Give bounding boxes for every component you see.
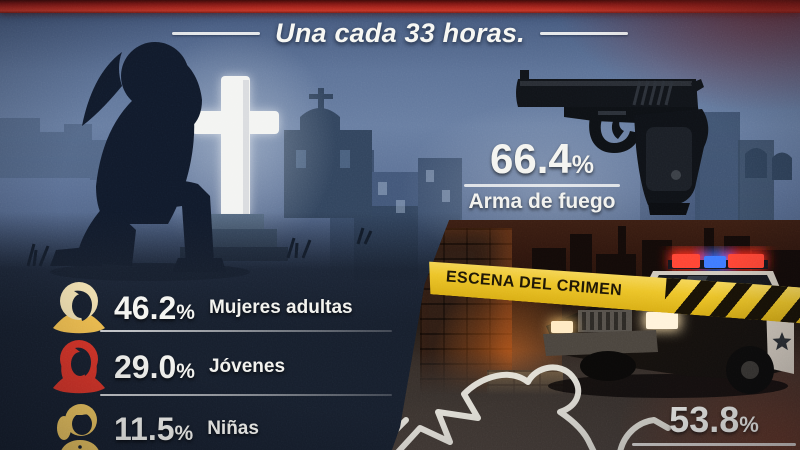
percent-sign: % xyxy=(571,151,594,179)
victim-value: 11.5% xyxy=(114,410,194,447)
firearm-value: 66.4% xyxy=(490,135,594,182)
firearm-stat: 66.4% Arma de fuego xyxy=(460,138,624,214)
victim-label: Mujeres adultas xyxy=(208,297,353,318)
red-banner xyxy=(0,0,800,13)
percent-sign: % xyxy=(739,412,759,437)
crime-scene-underline xyxy=(632,443,796,446)
adult-woman-icon xyxy=(53,282,105,334)
crime-scene-stat: 53.8% xyxy=(628,402,800,449)
firearm-underline xyxy=(464,184,620,187)
victim-value: 29.0% xyxy=(114,348,195,385)
divider xyxy=(100,394,392,396)
victim-row-young-women: 29.0% Jóvenes xyxy=(50,340,285,394)
victim-row-girls: 11.5% Niñas xyxy=(50,402,259,450)
victim-value: 46.2% xyxy=(114,289,195,326)
firearm-label: Arma de fuego xyxy=(468,190,616,213)
percent-sign: % xyxy=(176,300,195,324)
tagline-dash-left xyxy=(172,32,261,35)
victim-label: Jóvenes xyxy=(208,356,286,377)
girl-icon xyxy=(57,404,99,450)
divider xyxy=(100,330,392,332)
percent-sign: % xyxy=(176,359,195,383)
crime-scene-value: 53.8% xyxy=(669,399,759,440)
percent-sign: % xyxy=(174,421,194,445)
tagline-text: Una cada 33 horas. xyxy=(275,18,525,48)
tagline-dash-right xyxy=(539,32,628,35)
young-woman-icon xyxy=(53,340,105,394)
tagline-row: Una cada 33 horas. xyxy=(0,18,800,49)
victim-row-adult-women: 46.2% Mujeres adultas xyxy=(50,281,353,335)
victim-label: Niñas xyxy=(207,418,259,439)
